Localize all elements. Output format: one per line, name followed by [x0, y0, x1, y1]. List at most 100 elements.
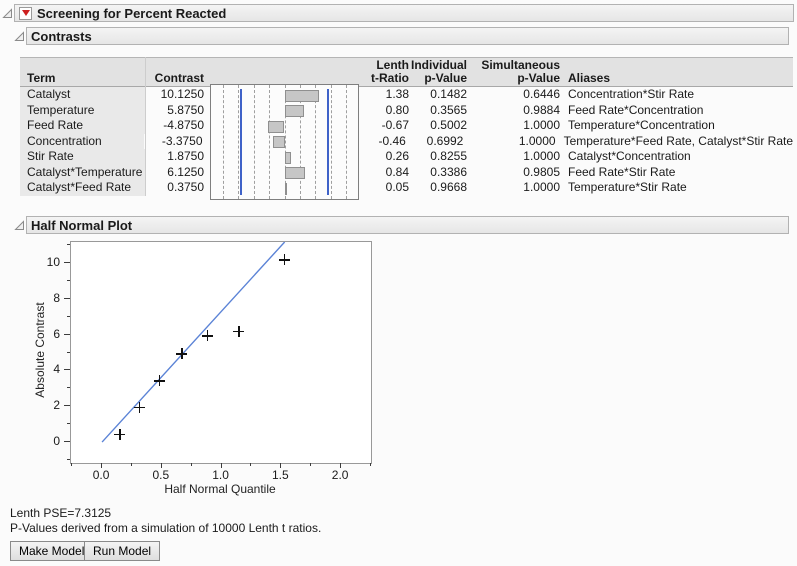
disclosure-triangle-icon[interactable]	[14, 31, 25, 42]
x-axis-tick-label: 0.0	[92, 468, 110, 482]
cell-contrast: -3.3750	[161, 133, 203, 148]
cell-aliases: Temperature*Feed Rate, Catalyst*Stir Rat…	[563, 133, 793, 148]
run-model-button[interactable]: Run Model	[84, 541, 161, 561]
contrast-bar	[284, 105, 305, 117]
cell-aliases: Catalyst*Concentration	[568, 149, 691, 163]
cell-individual-p-value: 0.3565	[430, 102, 467, 117]
contrast-bar-panel	[210, 84, 359, 200]
cell-term: Catalyst	[20, 87, 145, 103]
table-row[interactable]: Concentration -3.3750 -0.46 0.6992 1.0000 Tem…	[20, 133, 793, 149]
margin-of-error-line	[327, 89, 330, 195]
cell-contrast: 10.1250	[160, 87, 204, 101]
cell-individual-p-value: 0.6992	[426, 133, 464, 148]
cell-lenth-t-ratio: 0.05	[385, 180, 409, 194]
contrast-bar	[267, 120, 285, 133]
table-row[interactable]: Catalyst*Temperature 6.1250 0.84 0.3386 0.98…	[20, 164, 793, 180]
column-header-contrast: Contrast	[154, 71, 204, 85]
x-axis-tick-label: 2.0	[331, 468, 349, 482]
gridline	[222, 85, 224, 199]
x-axis-tick-label: 1.5	[272, 468, 289, 482]
cell-term: Temperature	[20, 102, 145, 118]
cell-term: Stir Rate	[20, 149, 145, 165]
red-triangle-icon	[21, 10, 30, 16]
cell-contrast: 1.8750	[167, 149, 204, 163]
contrast-bar	[273, 136, 285, 148]
disclosure-triangle-icon[interactable]	[14, 220, 25, 231]
contrast-bar	[284, 182, 287, 195]
cell-aliases: Temperature*Concentration	[568, 118, 715, 132]
cell-lenth-t-ratio: 0.84	[385, 164, 409, 179]
half-normal-plot-canvas	[101, 241, 286, 443]
cell-contrast: 5.8750	[167, 102, 204, 117]
column-header-term: Term	[27, 71, 56, 85]
gridline	[315, 85, 317, 199]
cell-lenth-t-ratio: -0.67	[381, 118, 409, 132]
red-triangle-menu-button[interactable]	[19, 6, 32, 20]
table-row[interactable]: Stir Rate 1.8750 0.26 0.8255 1.0000 Catalyst*…	[20, 149, 793, 165]
x-axis-label: Half Normal Quantile	[164, 482, 276, 496]
table-row[interactable]: Catalyst*Feed Rate 0.3750 0.05 0.9668 1.0000…	[20, 180, 793, 196]
gridline	[330, 85, 332, 199]
column-divider	[145, 57, 146, 196]
cell-aliases: Temperature*Stir Rate	[568, 180, 687, 194]
table-row[interactable]: Feed Rate -4.8750 -0.67 0.5002 1.0000 Tempera…	[20, 118, 793, 134]
cell-simultaneous-p-value: 0.6446	[523, 87, 560, 101]
cell-contrast: 6.1250	[167, 164, 204, 179]
contrast-bar	[284, 89, 319, 102]
gridline	[253, 85, 255, 199]
p-value-simulation-note: P-Values derived from a simulation of 10…	[10, 521, 322, 535]
gridline	[284, 85, 286, 199]
cell-term: Concentration	[20, 133, 145, 149]
make-model-button[interactable]: Make Model	[10, 541, 94, 561]
cell-lenth-t-ratio: -0.46	[378, 133, 406, 148]
gridline	[269, 85, 271, 199]
contrasts-table: Term Contrast Lenth t-Ratio Individual p-V…	[20, 57, 793, 200]
x-axis-tick-label: 0.5	[152, 468, 170, 482]
cell-individual-p-value: 0.5002	[430, 118, 467, 132]
cell-individual-p-value: 0.1482	[430, 87, 467, 101]
cell-individual-p-value: 0.9668	[430, 180, 467, 194]
contrasts-table-body: Catalyst 10.1250 1.38 0.1482 0.6446 Concentra…	[20, 87, 793, 196]
half-normal-plot-section-title: Half Normal Plot	[31, 217, 133, 233]
column-header-lenth-t-ratio: Lenth t-Ratio	[371, 58, 409, 85]
table-row[interactable]: Temperature 5.8750 0.80 0.3565 0.9884 Feed Ra…	[20, 102, 793, 118]
cell-simultaneous-p-value: 1.0000	[518, 133, 556, 148]
gridline	[346, 85, 348, 199]
cell-lenth-t-ratio: 0.26	[385, 149, 409, 163]
contrasts-table-header-row: Term Contrast Lenth t-Ratio Individual p-V…	[20, 57, 793, 87]
margin-of-error-line	[239, 89, 242, 195]
contrasts-section-title-bar[interactable]: Contrasts	[26, 27, 789, 45]
cell-individual-p-value: 0.8255	[430, 149, 467, 163]
disclosure-triangle-icon[interactable]	[2, 8, 13, 19]
cell-term: Catalyst*Feed Rate	[20, 180, 145, 196]
page-title: Screening for Percent Reacted	[37, 5, 227, 21]
cell-term: Feed Rate	[20, 118, 145, 134]
fit-line	[101, 241, 286, 443]
cell-simultaneous-p-value: 0.9805	[523, 164, 560, 179]
report-title-bar[interactable]: Screening for Percent Reacted	[14, 4, 794, 22]
cell-simultaneous-p-value: 0.9884	[523, 102, 560, 117]
table-row[interactable]: Catalyst 10.1250 1.38 0.1482 0.6446 Concentra…	[20, 87, 793, 103]
gridline	[238, 85, 240, 199]
cell-aliases: Concentration*Stir Rate	[568, 87, 695, 101]
cell-individual-p-value: 0.3386	[430, 164, 467, 179]
cell-contrast: -4.8750	[163, 118, 204, 132]
column-header-aliases: Aliases	[568, 71, 611, 85]
cell-simultaneous-p-value: 1.0000	[523, 149, 560, 163]
contrast-bar	[284, 167, 306, 179]
column-header-simultaneous-p-value: Simultaneous p-Value	[481, 58, 560, 85]
cell-contrast: 0.3750	[167, 180, 204, 194]
cell-simultaneous-p-value: 1.0000	[523, 180, 560, 194]
column-header-individual-p-value: Individual p-Value	[410, 58, 467, 85]
half-normal-plot-section-title-bar[interactable]: Half Normal Plot	[26, 216, 789, 234]
cell-lenth-t-ratio: 0.80	[385, 102, 409, 117]
cell-aliases: Feed Rate*Stir Rate	[568, 164, 676, 179]
y-axis-label: Absolute Contrast	[33, 302, 47, 398]
half-normal-plot-area	[70, 241, 372, 464]
lenth-pse-text: Lenth PSE=7.3125	[10, 506, 112, 520]
cell-term: Catalyst*Temperature	[20, 164, 145, 180]
contrasts-section-title: Contrasts	[31, 28, 92, 44]
cell-lenth-t-ratio: 1.38	[385, 87, 409, 101]
x-axis-tick-label: 1.0	[212, 468, 229, 482]
gridline	[299, 85, 301, 199]
